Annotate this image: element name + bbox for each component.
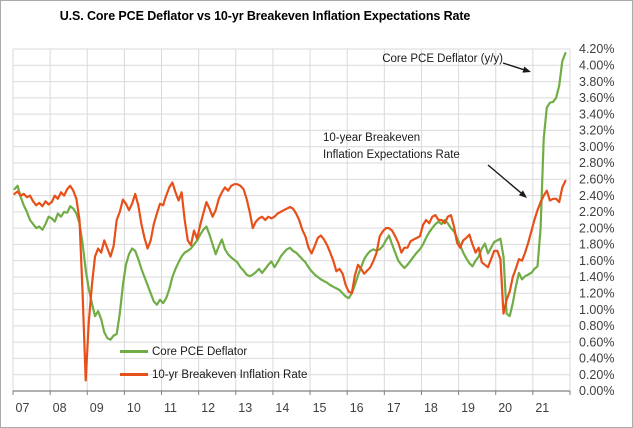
- breakeven-arrow-head: [518, 190, 527, 198]
- x-axis-tick-label: 15: [313, 401, 327, 415]
- legend-label-breakeven: 10-yr Breakeven Inflation Rate: [152, 368, 308, 381]
- y-axis-tick-label: 0.00%: [579, 384, 614, 398]
- y-axis-tick-label: 0.20%: [579, 368, 614, 382]
- legend-item-core-pce: Core PCE Deflator: [120, 344, 307, 359]
- y-axis-tick-label: 3.60%: [579, 91, 614, 105]
- x-axis-tick-label: 14: [275, 401, 289, 415]
- core-pce-arrow-head: [522, 66, 531, 73]
- breakeven-line: [13, 179, 567, 382]
- y-axis-tick-label: 1.20%: [579, 286, 614, 300]
- x-axis-tick-label: 18: [424, 401, 438, 415]
- annotation-core-pce-text: Core PCE Deflator (y/y): [382, 53, 503, 65]
- y-axis-tick-label: 3.00%: [579, 140, 614, 154]
- y-axis-tick-label: 2.80%: [579, 156, 614, 170]
- y-axis-tick-label: 1.40%: [579, 270, 614, 284]
- y-axis-tick-label: 2.40%: [579, 189, 614, 203]
- y-axis-tick-label: 0.40%: [579, 352, 614, 366]
- y-axis-tick-label: 3.80%: [579, 75, 614, 89]
- x-axis-tick-label: 20: [498, 401, 512, 415]
- x-axis-tick-label: 10: [127, 401, 141, 415]
- x-axis-tick-label: 11: [164, 401, 177, 415]
- x-axis-tick-label: 19: [461, 401, 475, 415]
- y-axis-tick-label: 3.40%: [579, 107, 614, 121]
- y-axis-tick-label: 2.20%: [579, 205, 614, 219]
- breakeven-arrow: [487, 164, 522, 194]
- x-axis-tick-label: 08: [53, 401, 67, 415]
- annotation-breakeven-line1: 10-year Breakeven: [323, 132, 421, 144]
- y-axis-tick-label: 1.60%: [579, 254, 614, 268]
- y-axis-tick-label: 0.60%: [579, 335, 614, 349]
- y-axis-tick-label: 3.20%: [579, 124, 614, 138]
- legend: Core PCE Deflator 10-yr Breakeven Inflat…: [120, 344, 307, 390]
- x-axis-tick-label: 16: [350, 401, 364, 415]
- x-axis-tick-label: 12: [201, 401, 215, 415]
- legend-swatch-core-pce: [120, 350, 148, 353]
- x-axis-tick-label: 13: [238, 401, 252, 415]
- x-axis-tick-label: 17: [387, 401, 401, 415]
- x-axis-tick-label: 07: [16, 401, 30, 415]
- annotation-breakeven-line2: Inflation Expectations Rate: [323, 149, 460, 161]
- legend-item-breakeven: 10-yr Breakeven Inflation Rate: [120, 367, 307, 382]
- legend-label-core-pce: Core PCE Deflator: [152, 345, 248, 358]
- legend-swatch-breakeven: [120, 373, 148, 376]
- x-axis-tick-label: 09: [90, 401, 104, 415]
- y-axis-tick-label: 2.60%: [579, 172, 614, 186]
- core-pce-arrow: [502, 62, 524, 71]
- y-axis-tick-label: 1.00%: [579, 303, 614, 317]
- y-axis-tick-label: 1.80%: [579, 238, 614, 252]
- y-axis-tick-label: 4.20%: [579, 42, 614, 56]
- chart-title: U.S. Core PCE Deflator vs 10-yr Breakeve…: [59, 9, 471, 23]
- y-axis-tick-label: 4.00%: [579, 58, 614, 72]
- y-axis-tick-label: 2.00%: [579, 221, 614, 235]
- y-axis-tick-label: 0.80%: [579, 319, 614, 333]
- x-axis-tick-label: 21: [535, 401, 549, 415]
- annotation-breakeven: 10-year Breakeven Inflation Expectations…: [323, 130, 460, 164]
- core-pce-line: [13, 51, 567, 341]
- annotation-core-pce: Core PCE Deflator (y/y): [349, 53, 503, 65]
